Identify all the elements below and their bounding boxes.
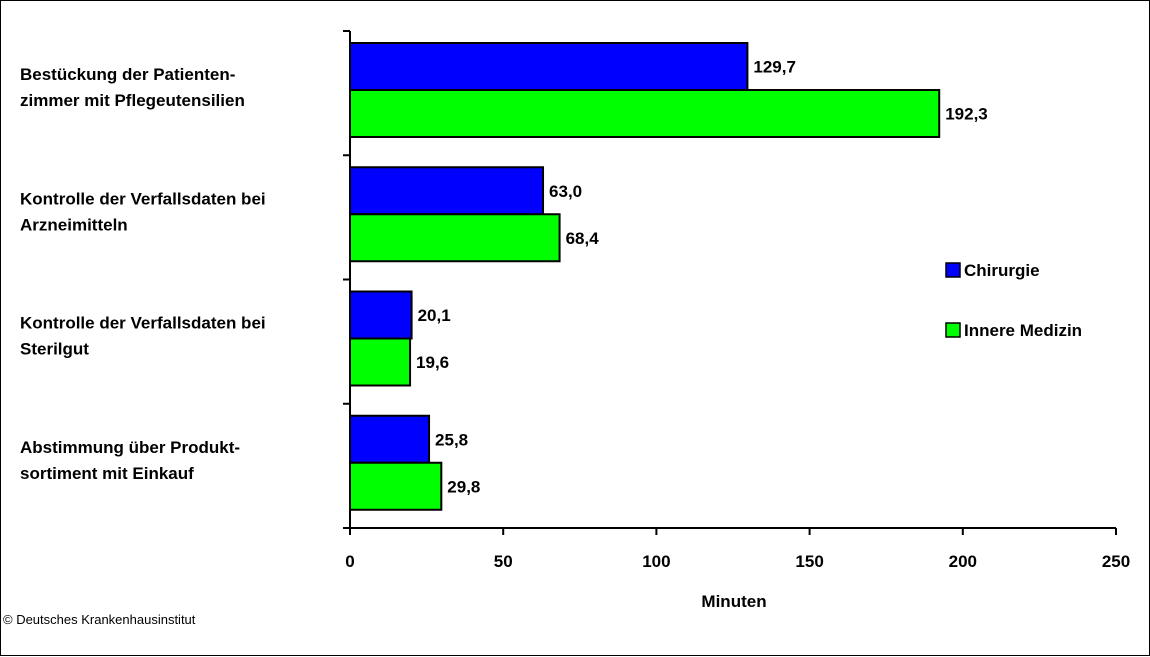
category-label-4-line-2: sortiment mit Einkauf [20,464,194,483]
bars-layer [349,42,941,511]
legend-label-chirurgie: Chirurgie [964,261,1040,280]
category-label-4-line-1: Abstimmung über Produkt- [20,438,240,457]
x-tick-label-250: 250 [1102,552,1130,571]
data-label-innere-medizin-3: 19,6 [416,353,449,372]
labels-layer: 129,7 192,3 Bestückung der Patienten-zimme… [20,58,988,497]
bar-chirurgie-1 [349,42,749,91]
bar-chirurgie-2 [349,166,545,216]
copyright-credit: © Deutsches Krankenhausinstitut [3,612,196,627]
x-tick-label-200: 200 [949,552,977,571]
x-tick-label-50: 50 [494,552,513,571]
legend-swatch-innere-medizin [945,322,961,338]
x-tick-label-100: 100 [642,552,670,571]
category-label-2-line-2: Arzneimitteln [20,215,128,234]
category-label-2-line-1: Kontrolle der Verfallsdaten bei [20,189,266,208]
category-label-3-line-1: Kontrolle der Verfallsdaten bei [20,314,266,333]
x-tick-label-0: 0 [345,552,354,571]
category-label-1-line-1: Bestückung der Patienten- [20,65,235,84]
data-label-innere-medizin-2: 68,4 [566,229,600,248]
bar-innere-medizin-1 [349,89,941,138]
bar-chirurgie-3 [349,290,413,340]
legend-swatch-chirurgie [945,262,961,278]
bar-innere-medizin-2 [349,213,561,263]
data-label-chirurgie-2: 63,0 [549,182,582,201]
category-label-3-line-2: Sterilgut [20,340,89,359]
category-label-1-line-2: zimmer mit Pflegeutensilien [20,91,245,110]
data-label-innere-medizin-4: 29,8 [447,477,480,496]
data-label-chirurgie-1: 129,7 [753,58,796,77]
bar-innere-medizin-3 [349,337,412,387]
data-label-chirurgie-4: 25,8 [435,430,468,449]
legend: Chirurgie Innere Medizin [945,261,1082,340]
data-label-innere-medizin-1: 192,3 [945,105,988,124]
bar-chirurgie-4 [349,414,431,464]
x-tick-label-150: 150 [795,552,823,571]
data-label-chirurgie-3: 20,1 [418,306,451,325]
bar-innere-medizin-4 [349,461,443,511]
axes-layer: 0 50 100 150 200 250 [343,30,1130,571]
x-axis-title: Minuten [701,592,766,611]
legend-label-innere-medizin: Innere Medizin [964,321,1082,340]
